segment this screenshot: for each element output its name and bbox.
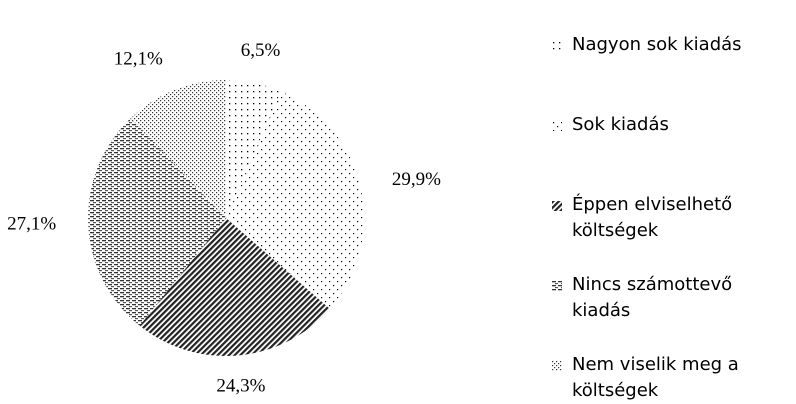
slice-label: 6,5% [241,40,281,61]
slice-label: 24,3% [216,376,265,397]
pie-slice [226,80,281,218]
slice-label: 29,9% [392,169,441,190]
legend-label: Nem viselik meg a költségek [572,354,739,401]
pie-slice [139,218,330,356]
legend-item: Nem viselik meg a költségek [552,352,792,404]
legend-swatch [552,201,562,211]
legend-swatch [552,121,562,131]
legend-item: Nincs számottevő kiadás [552,272,792,324]
legend-item: Nagyon sok kiadás [552,32,792,58]
pie-slice [130,80,226,218]
legend-label: Nagyon sok kiadás [572,34,742,55]
legend-swatch [552,361,562,371]
slice-label: 27,1% [7,214,56,235]
legend-item: Éppen elviselhető költségek [552,192,792,244]
pie-slice [226,91,364,309]
legend-swatch [552,281,562,291]
legend-swatch [552,41,562,51]
legend-label: Éppen elviselhető költségek [572,194,733,241]
pie-slice [88,118,227,326]
chart: 6,5% 29,9% 24,3% 27,1% 12,1% [7,40,441,397]
legend-item: Sok kiadás [552,112,792,138]
slice-label: 12,1% [114,49,163,70]
legend-label: Sok kiadás [572,114,669,135]
legend-label: Nincs számottevő kiadás [572,274,733,321]
